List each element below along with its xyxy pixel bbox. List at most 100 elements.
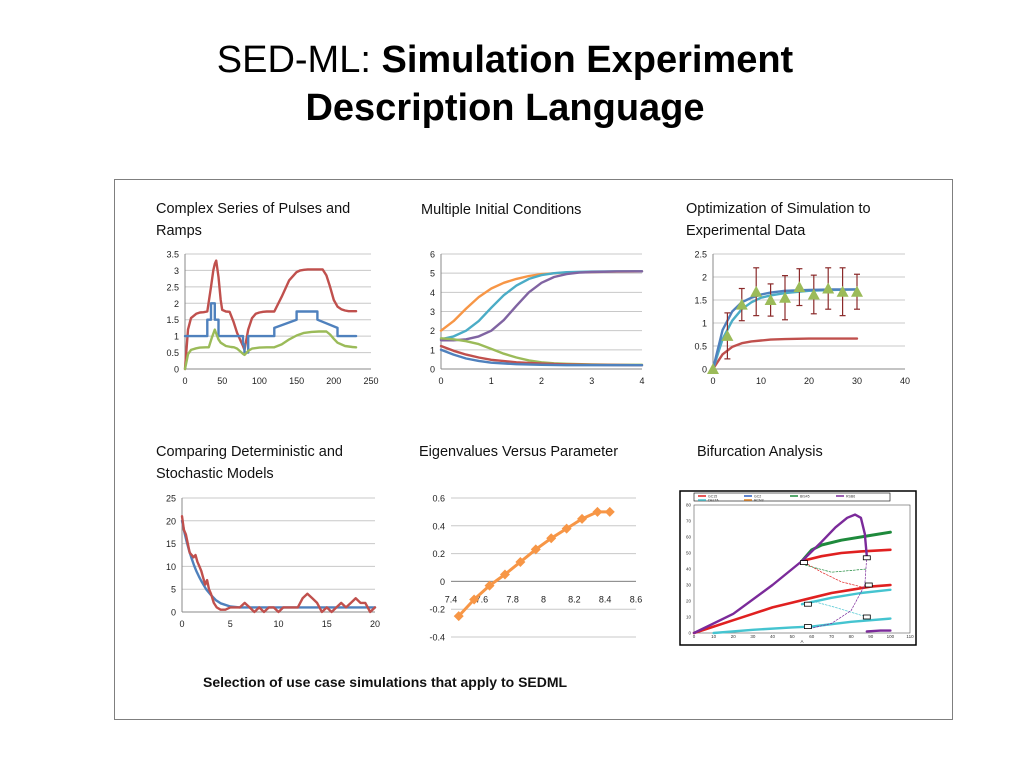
chart-title-optimization: Optimization of Simulation to Experiment… <box>686 198 871 242</box>
chart-eigenvalues: -0.4 -0.2 0 0.2 0.4 0.6 7.4 7.6 7.8 8 8.2 8.4 8.6 <box>429 494 642 643</box>
y-tick-label: 0.5 <box>166 348 179 358</box>
y-tick-label: 4 <box>430 288 435 298</box>
x-axis-label: A <box>800 639 803 644</box>
y-tick-label: 0 <box>174 365 179 375</box>
slide-title: SED-ML: Simulation Experiment Descriptio… <box>0 36 1010 132</box>
chart-title-pulses-line1: Complex Series of Pulses and <box>156 201 351 217</box>
charts-frame: Complex Series of Pulses and Ramps Multi… <box>114 179 953 720</box>
y-tick-label: 0 <box>440 577 445 587</box>
x-tick-label: 4 <box>639 376 644 386</box>
data-point <box>822 282 835 294</box>
title-bold-1: Simulation Experiment <box>381 39 794 81</box>
y-tick-label: 3 <box>430 307 435 317</box>
bifurcation-point-marker <box>803 601 812 607</box>
chart-title-eigenvalues: Eigenvalues Versus Parameter <box>419 441 618 463</box>
data-point <box>851 285 863 297</box>
x-tick-label: 7.6 <box>476 594 489 604</box>
data-point <box>707 363 719 374</box>
series-line <box>711 288 859 371</box>
series-line <box>183 328 358 371</box>
x-tick-label: 50 <box>217 376 227 386</box>
x-tick-label: 8.6 <box>630 594 643 604</box>
chart-title-bifurcation: Bifurcation Analysis <box>697 441 823 463</box>
x-tick-label: 50 <box>790 634 796 639</box>
x-tick-label: 7.8 <box>506 594 519 604</box>
y-tick-label: 1 <box>430 345 435 355</box>
y-tick-label: 40 <box>686 567 692 572</box>
chart-title-optimization-line1: Optimization of Simulation to <box>686 201 871 217</box>
y-tick-label: 2 <box>174 299 179 309</box>
data-point <box>721 329 734 341</box>
data-point <box>779 291 791 303</box>
y-tick-label: 1.5 <box>694 296 707 306</box>
bifurcation-legend <box>693 492 891 502</box>
x-tick-label: 15 <box>322 619 332 629</box>
unstable-cyan <box>811 600 868 618</box>
y-tick-label: 3.5 <box>166 250 179 260</box>
y-tick-label: 30 <box>686 583 692 588</box>
x-tick-label: 0 <box>710 376 715 386</box>
y-tick-label: 50 <box>686 551 692 556</box>
x-tick-label: 90 <box>868 634 874 639</box>
y-tick-label: 0.6 <box>432 494 445 504</box>
chart-title-pulses-line2: Ramps <box>156 223 202 239</box>
bifurcation-point-marker <box>803 624 812 630</box>
y-tick-label: 20 <box>686 599 692 604</box>
legend-label: RCN3 <box>754 499 764 503</box>
legend-label: BIS45 <box>800 495 810 499</box>
x-tick-label: 40 <box>770 634 776 639</box>
chart-pulses: 0 0.5 1 1.5 2 2.5 3 3.5 0 50 100 150 200 250 <box>166 250 378 387</box>
x-tick-label: 20 <box>370 619 380 629</box>
x-tick-label: 8 <box>541 594 546 604</box>
x-tick-label: 20 <box>731 634 737 639</box>
data-point <box>561 523 572 534</box>
y-tick-label: 20 <box>166 516 176 526</box>
y-tick-label: 0 <box>702 365 707 375</box>
x-tick-label: 100 <box>252 376 267 386</box>
y-tick-label: 70 <box>686 519 692 524</box>
branch-red-upper <box>800 548 892 563</box>
unstable-purple <box>811 555 868 629</box>
series-line <box>180 515 377 614</box>
x-tick-label: 150 <box>289 376 304 386</box>
x-tick-label: 0 <box>693 634 696 639</box>
x-tick-label: 100 <box>887 634 895 639</box>
y-tick-label: 0 <box>430 365 435 375</box>
x-tick-label: 5 <box>228 619 233 629</box>
x-tick-label: 0 <box>179 619 184 629</box>
x-tick-label: 0 <box>182 376 187 386</box>
data-point <box>750 285 763 297</box>
y-tick-label: 1.5 <box>166 315 179 325</box>
y-tick-label: -0.2 <box>429 605 445 615</box>
y-tick-label: 1 <box>702 319 707 329</box>
x-tick-label: 10 <box>756 376 766 386</box>
x-tick-label: 30 <box>852 376 862 386</box>
y-tick-label: 5 <box>171 585 176 595</box>
x-tick-label: 10 <box>273 619 283 629</box>
chart-bifurcation: GC15 GC2 BIS45 RSB6 DELTA RCN3 0 10 20 30 40 50 60 70… <box>679 490 917 646</box>
chart-title-pulses: Complex Series of Pulses and Ramps <box>156 198 350 242</box>
bifurcation-plot-area <box>693 504 911 634</box>
x-tick-label: 40 <box>900 376 910 386</box>
series-line <box>439 270 644 332</box>
x-tick-label: 2 <box>539 376 544 386</box>
y-tick-label: 0.4 <box>432 521 445 531</box>
chart-title-initial: Multiple Initial Conditions <box>421 199 581 221</box>
bifurcation-point-marker <box>862 614 871 620</box>
x-tick-label: 8.2 <box>568 594 581 604</box>
y-tick-label: 5 <box>430 269 435 279</box>
chart-title-bifurcation-line1: Bifurcation Analysis <box>697 444 823 460</box>
legend-label: RSB6 <box>846 495 855 499</box>
y-tick-label: 2.5 <box>694 250 707 260</box>
x-tick-label: 3 <box>589 376 594 386</box>
data-point <box>453 611 464 622</box>
y-tick-label: 0 <box>688 631 691 636</box>
y-tick-label: 15 <box>166 539 176 549</box>
series-line <box>439 348 644 367</box>
x-tick-label: 200 <box>326 376 341 386</box>
y-tick-label: 25 <box>166 494 176 504</box>
y-tick-label: -0.4 <box>429 633 445 643</box>
y-tick-label: 2.5 <box>166 282 179 292</box>
chart-title-stochastic-line1: Comparing Deterministic and <box>156 444 343 460</box>
chart-title-eigenvalues-line1: Eigenvalues Versus Parameter <box>419 444 619 460</box>
